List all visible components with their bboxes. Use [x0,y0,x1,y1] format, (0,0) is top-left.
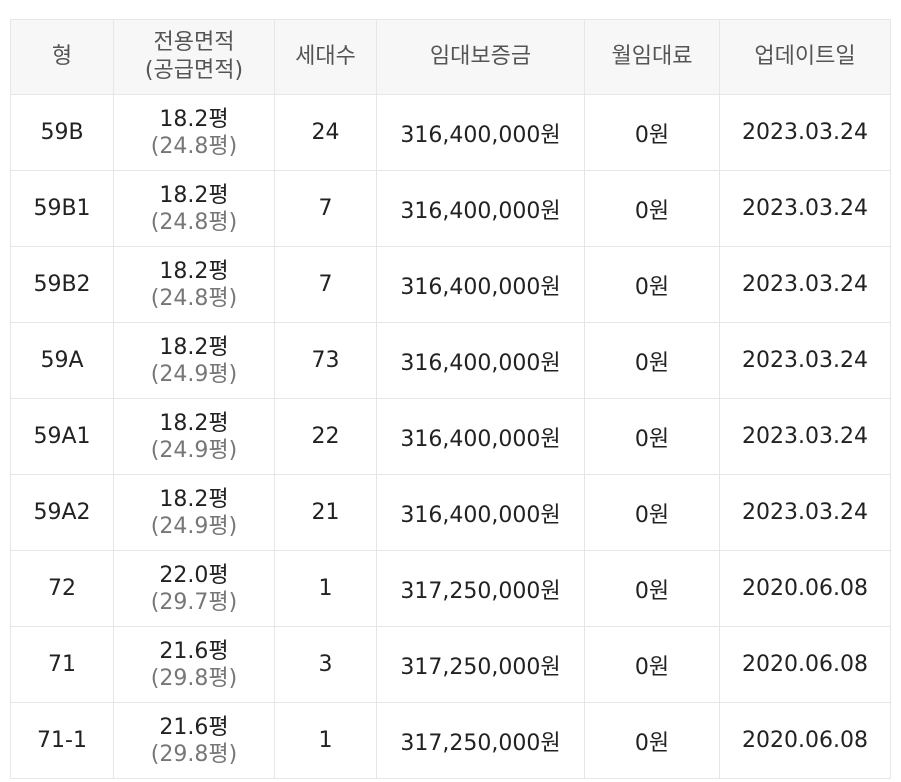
header-area: 전용면적 (공급면적) [113,19,275,95]
cell-type: 59B [10,94,114,171]
cell-type: 71 [10,626,114,703]
cell-deposit: 316,400,000원 [376,170,585,247]
cell-type: 59A2 [10,474,114,551]
cell-rent: 0원 [584,626,720,703]
cell-deposit: 316,400,000원 [376,474,585,551]
cell-area: 18.2평 (24.9평) [113,398,275,475]
cell-updated: 2023.03.24 [719,474,891,551]
cell-area-exclusive: 21.6평 [159,714,229,740]
cell-households: 22 [274,398,377,475]
cell-area-exclusive: 18.2평 [159,258,229,284]
cell-updated: 2020.06.08 [719,550,891,627]
cell-area: 21.6평 (29.8평) [113,626,275,703]
cell-area-exclusive: 18.2평 [159,486,229,512]
cell-households: 1 [274,702,377,779]
cell-deposit: 317,250,000원 [376,550,585,627]
header-area-exclusive: 전용면적 [153,30,235,55]
cell-rent: 0원 [584,246,720,323]
cell-deposit: 316,400,000원 [376,398,585,475]
cell-type: 72 [10,550,114,627]
cell-area-exclusive: 18.2평 [159,334,229,360]
header-households: 세대수 [274,19,377,95]
cell-area-supply: (29.8평) [150,665,238,691]
cell-area-exclusive: 22.0평 [159,562,229,588]
cell-updated: 2023.03.24 [719,398,891,475]
cell-updated: 2023.03.24 [719,246,891,323]
cell-area-supply: (24.9평) [150,437,238,463]
cell-deposit: 317,250,000원 [376,702,585,779]
cell-area: 21.6평 (29.8평) [113,702,275,779]
header-rent: 월임대료 [584,19,720,95]
cell-households: 73 [274,322,377,399]
cell-deposit: 317,250,000원 [376,626,585,703]
cell-rent: 0원 [584,170,720,247]
header-deposit: 임대보증금 [376,19,585,95]
cell-deposit: 316,400,000원 [376,94,585,171]
cell-area: 18.2평 (24.8평) [113,246,275,323]
table-row: 59B 18.2평 (24.8평) 24 316,400,000원 0원 202… [10,94,891,171]
table-row: 71 21.6평 (29.8평) 3 317,250,000원 0원 2020.… [10,626,891,703]
cell-households: 21 [274,474,377,551]
table-row: 59B2 18.2평 (24.8평) 7 316,400,000원 0원 202… [10,246,891,323]
cell-rent: 0원 [584,398,720,475]
rental-unit-table-container: 형 전용면적 (공급면적) 세대수 임대보증금 월임대료 업데이트일 59B 1… [10,19,891,779]
cell-area: 18.2평 (24.8평) [113,170,275,247]
cell-area-supply: (29.7평) [150,589,238,615]
cell-households: 1 [274,550,377,627]
header-type: 형 [10,19,114,95]
cell-households: 7 [274,170,377,247]
cell-area-supply: (24.8평) [150,209,238,235]
table-header: 형 전용면적 (공급면적) 세대수 임대보증금 월임대료 업데이트일 [10,19,891,95]
table-body: 59B 18.2평 (24.8평) 24 316,400,000원 0원 202… [10,94,891,779]
cell-updated: 2023.03.24 [719,94,891,171]
cell-deposit: 316,400,000원 [376,322,585,399]
cell-rent: 0원 [584,322,720,399]
header-area-supply: (공급면적) [144,58,244,83]
cell-rent: 0원 [584,94,720,171]
cell-area-supply: (24.9평) [150,513,238,539]
cell-area: 18.2평 (24.9평) [113,322,275,399]
cell-rent: 0원 [584,474,720,551]
table-row: 59A 18.2평 (24.9평) 73 316,400,000원 0원 202… [10,322,891,399]
cell-type: 71-1 [10,702,114,779]
cell-area-supply: (29.8평) [150,741,238,767]
table-row: 59A2 18.2평 (24.9평) 21 316,400,000원 0원 20… [10,474,891,551]
cell-households: 24 [274,94,377,171]
table-row: 72 22.0평 (29.7평) 1 317,250,000원 0원 2020.… [10,550,891,627]
cell-households: 7 [274,246,377,323]
table-row: 59A1 18.2평 (24.9평) 22 316,400,000원 0원 20… [10,398,891,475]
cell-area: 22.0평 (29.7평) [113,550,275,627]
cell-type: 59B2 [10,246,114,323]
cell-households: 3 [274,626,377,703]
cell-type: 59A1 [10,398,114,475]
cell-updated: 2023.03.24 [719,322,891,399]
cell-area-supply: (24.8평) [150,285,238,311]
cell-updated: 2020.06.08 [719,626,891,703]
table-row: 71-1 21.6평 (29.8평) 1 317,250,000원 0원 202… [10,702,891,779]
header-updated: 업데이트일 [719,19,891,95]
cell-rent: 0원 [584,550,720,627]
cell-updated: 2020.06.08 [719,702,891,779]
cell-type: 59B1 [10,170,114,247]
cell-updated: 2023.03.24 [719,170,891,247]
cell-area: 18.2평 (24.9평) [113,474,275,551]
cell-area-exclusive: 21.6평 [159,638,229,664]
cell-area-supply: (24.9평) [150,361,238,387]
cell-type: 59A [10,322,114,399]
cell-area-exclusive: 18.2평 [159,182,229,208]
cell-area-exclusive: 18.2평 [159,410,229,436]
cell-area: 18.2평 (24.8평) [113,94,275,171]
rental-unit-table: 형 전용면적 (공급면적) 세대수 임대보증금 월임대료 업데이트일 59B 1… [10,19,891,779]
cell-rent: 0원 [584,702,720,779]
table-row: 59B1 18.2평 (24.8평) 7 316,400,000원 0원 202… [10,170,891,247]
cell-area-exclusive: 18.2평 [159,106,229,132]
header-row: 형 전용면적 (공급면적) 세대수 임대보증금 월임대료 업데이트일 [10,19,891,95]
cell-area-supply: (24.8평) [150,133,238,159]
cell-deposit: 316,400,000원 [376,246,585,323]
